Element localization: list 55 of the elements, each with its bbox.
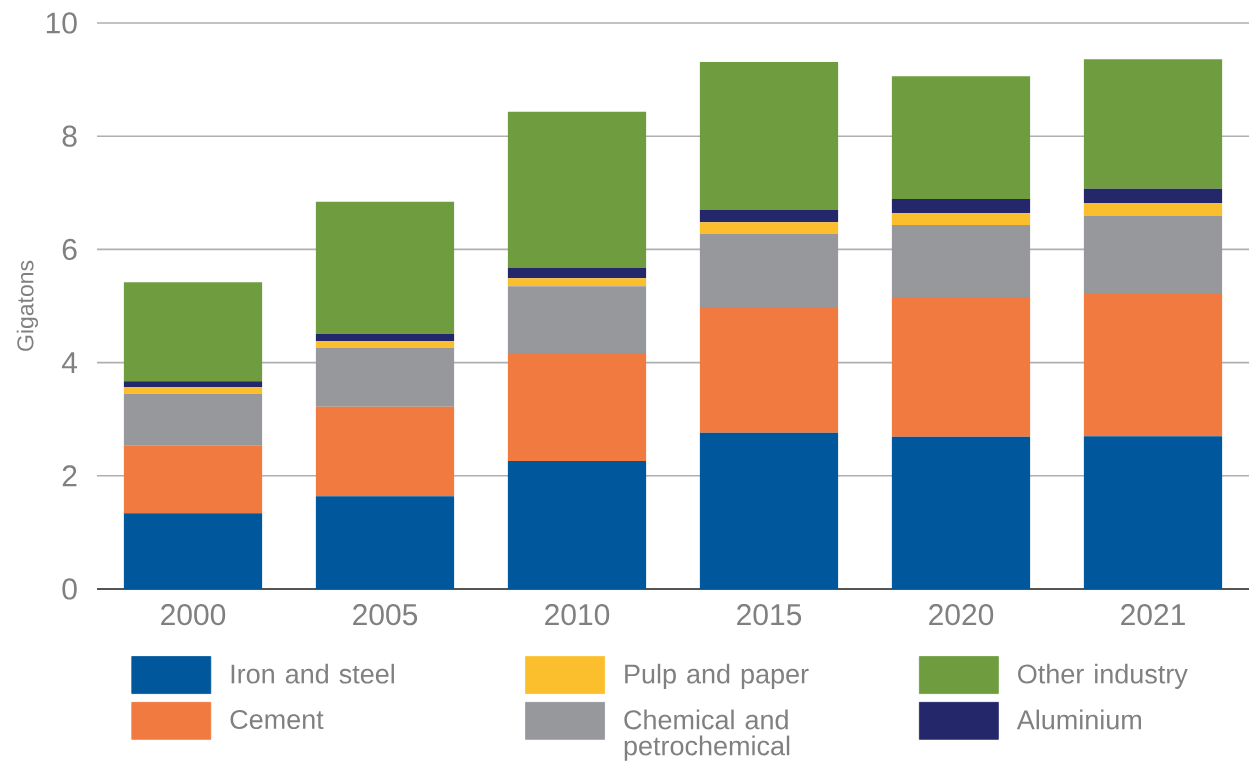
y-tick-label: 4: [61, 352, 78, 373]
bar: [699, 432, 839, 589]
x-tick-label: 2000: [161, 604, 226, 626]
bar: [315, 347, 455, 407]
legend-label: Chemical and petrochemical: [624, 709, 790, 761]
bar: [315, 201, 455, 334]
bar: [507, 352, 647, 462]
bar: [699, 222, 839, 235]
bar: [507, 278, 647, 287]
bar: [315, 406, 455, 497]
bar: [123, 386, 263, 394]
bar: [315, 341, 455, 348]
bar: [891, 296, 1031, 437]
y-tick-label: 10: [46, 12, 77, 34]
x-tick-label: 2005: [353, 604, 418, 626]
bar: [891, 436, 1031, 589]
bar: [315, 496, 455, 589]
x-tick-label: 2015: [737, 604, 802, 626]
legend-label: Aluminium: [1016, 709, 1141, 730]
bar: [123, 381, 263, 387]
y-tick-label: 2: [62, 465, 77, 487]
bar: [123, 393, 263, 446]
bar: [699, 209, 839, 223]
legend-label: Other industry: [1018, 663, 1188, 689]
bar: [1083, 59, 1223, 189]
bar: [123, 445, 263, 514]
bar: [507, 111, 647, 269]
bar: [891, 199, 1031, 214]
bar: [699, 62, 839, 210]
bar: [507, 268, 647, 279]
x-tick-label: 2020: [929, 604, 994, 626]
bar: [1083, 202, 1223, 216]
y-tick-label: 8: [62, 125, 77, 147]
legend-label: Cement: [230, 709, 324, 730]
bar: [123, 282, 263, 382]
bar: [507, 286, 647, 353]
bar: [1083, 292, 1223, 437]
bar: [1083, 215, 1223, 293]
bar: [1083, 436, 1223, 589]
x-tick-label: 2010: [545, 604, 610, 626]
bar: [315, 333, 455, 342]
bar: [891, 225, 1031, 297]
bar: [699, 234, 839, 308]
bar: [891, 76, 1031, 200]
bar: [1083, 188, 1223, 203]
legend-label: Pulp and paper: [625, 663, 809, 689]
bar: [699, 307, 839, 433]
legend-label: Iron and steel: [231, 663, 394, 684]
x-tick-label: 2021: [1121, 604, 1185, 626]
y-tick-label: 6: [62, 238, 77, 260]
bar: [507, 461, 647, 589]
y-axis-title: Gigatons: [16, 260, 39, 351]
bar: [891, 213, 1031, 226]
bar: [123, 513, 263, 589]
y-tick-label: 0: [62, 578, 77, 600]
